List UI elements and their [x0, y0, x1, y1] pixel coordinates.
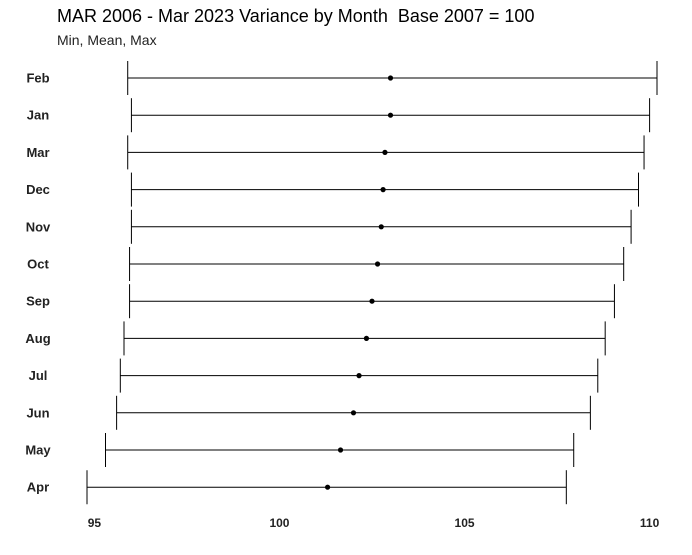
- mean-point-oct: [374, 261, 381, 267]
- mean-point-apr: [324, 484, 331, 490]
- month-labels: Feb Jan Mar Dec Nov Oct Sep Aug Jul Jun May Apr: [25, 71, 51, 495]
- month-label-apr: Apr: [27, 480, 49, 495]
- month-label-aug: Aug: [25, 331, 50, 346]
- month-label-oct: Oct: [27, 257, 49, 272]
- chart-title: MAR 2006 - Mar 2023 Variance by Month Ba…: [57, 6, 535, 26]
- month-label-jun: Jun: [26, 405, 49, 420]
- mean-point-jun: [350, 410, 357, 416]
- mean-point-mar: [382, 149, 388, 155]
- month-label-dec: Dec: [26, 182, 50, 197]
- mean-point-jan: [387, 112, 394, 118]
- x-axis-ticks: 95 100 105 110: [88, 516, 660, 530]
- mean-point-jul: [356, 373, 362, 379]
- month-label-feb: Feb: [26, 71, 49, 86]
- month-label-may: May: [25, 443, 51, 458]
- x-tick-label-100: 100: [269, 516, 289, 530]
- mean-point-sep: [369, 298, 375, 304]
- x-tick-label-95: 95: [88, 516, 102, 530]
- range-lines: [86, 61, 658, 505]
- mean-point-feb: [387, 75, 394, 81]
- mean-point-aug: [363, 335, 370, 341]
- mean-point-may: [337, 447, 344, 453]
- month-label-nov: Nov: [26, 219, 51, 234]
- month-label-mar: Mar: [26, 145, 49, 160]
- chart-subtitle: Min, Mean, Max: [57, 32, 157, 48]
- mean-point-nov: [378, 224, 384, 230]
- month-label-jul: Jul: [29, 368, 48, 383]
- mean-point-dec: [380, 187, 386, 193]
- x-tick-label-105: 105: [455, 516, 475, 530]
- month-label-jan: Jan: [27, 108, 49, 123]
- month-label-sep: Sep: [26, 294, 50, 309]
- mean-points: [324, 75, 394, 490]
- x-tick-label-110: 110: [640, 516, 660, 530]
